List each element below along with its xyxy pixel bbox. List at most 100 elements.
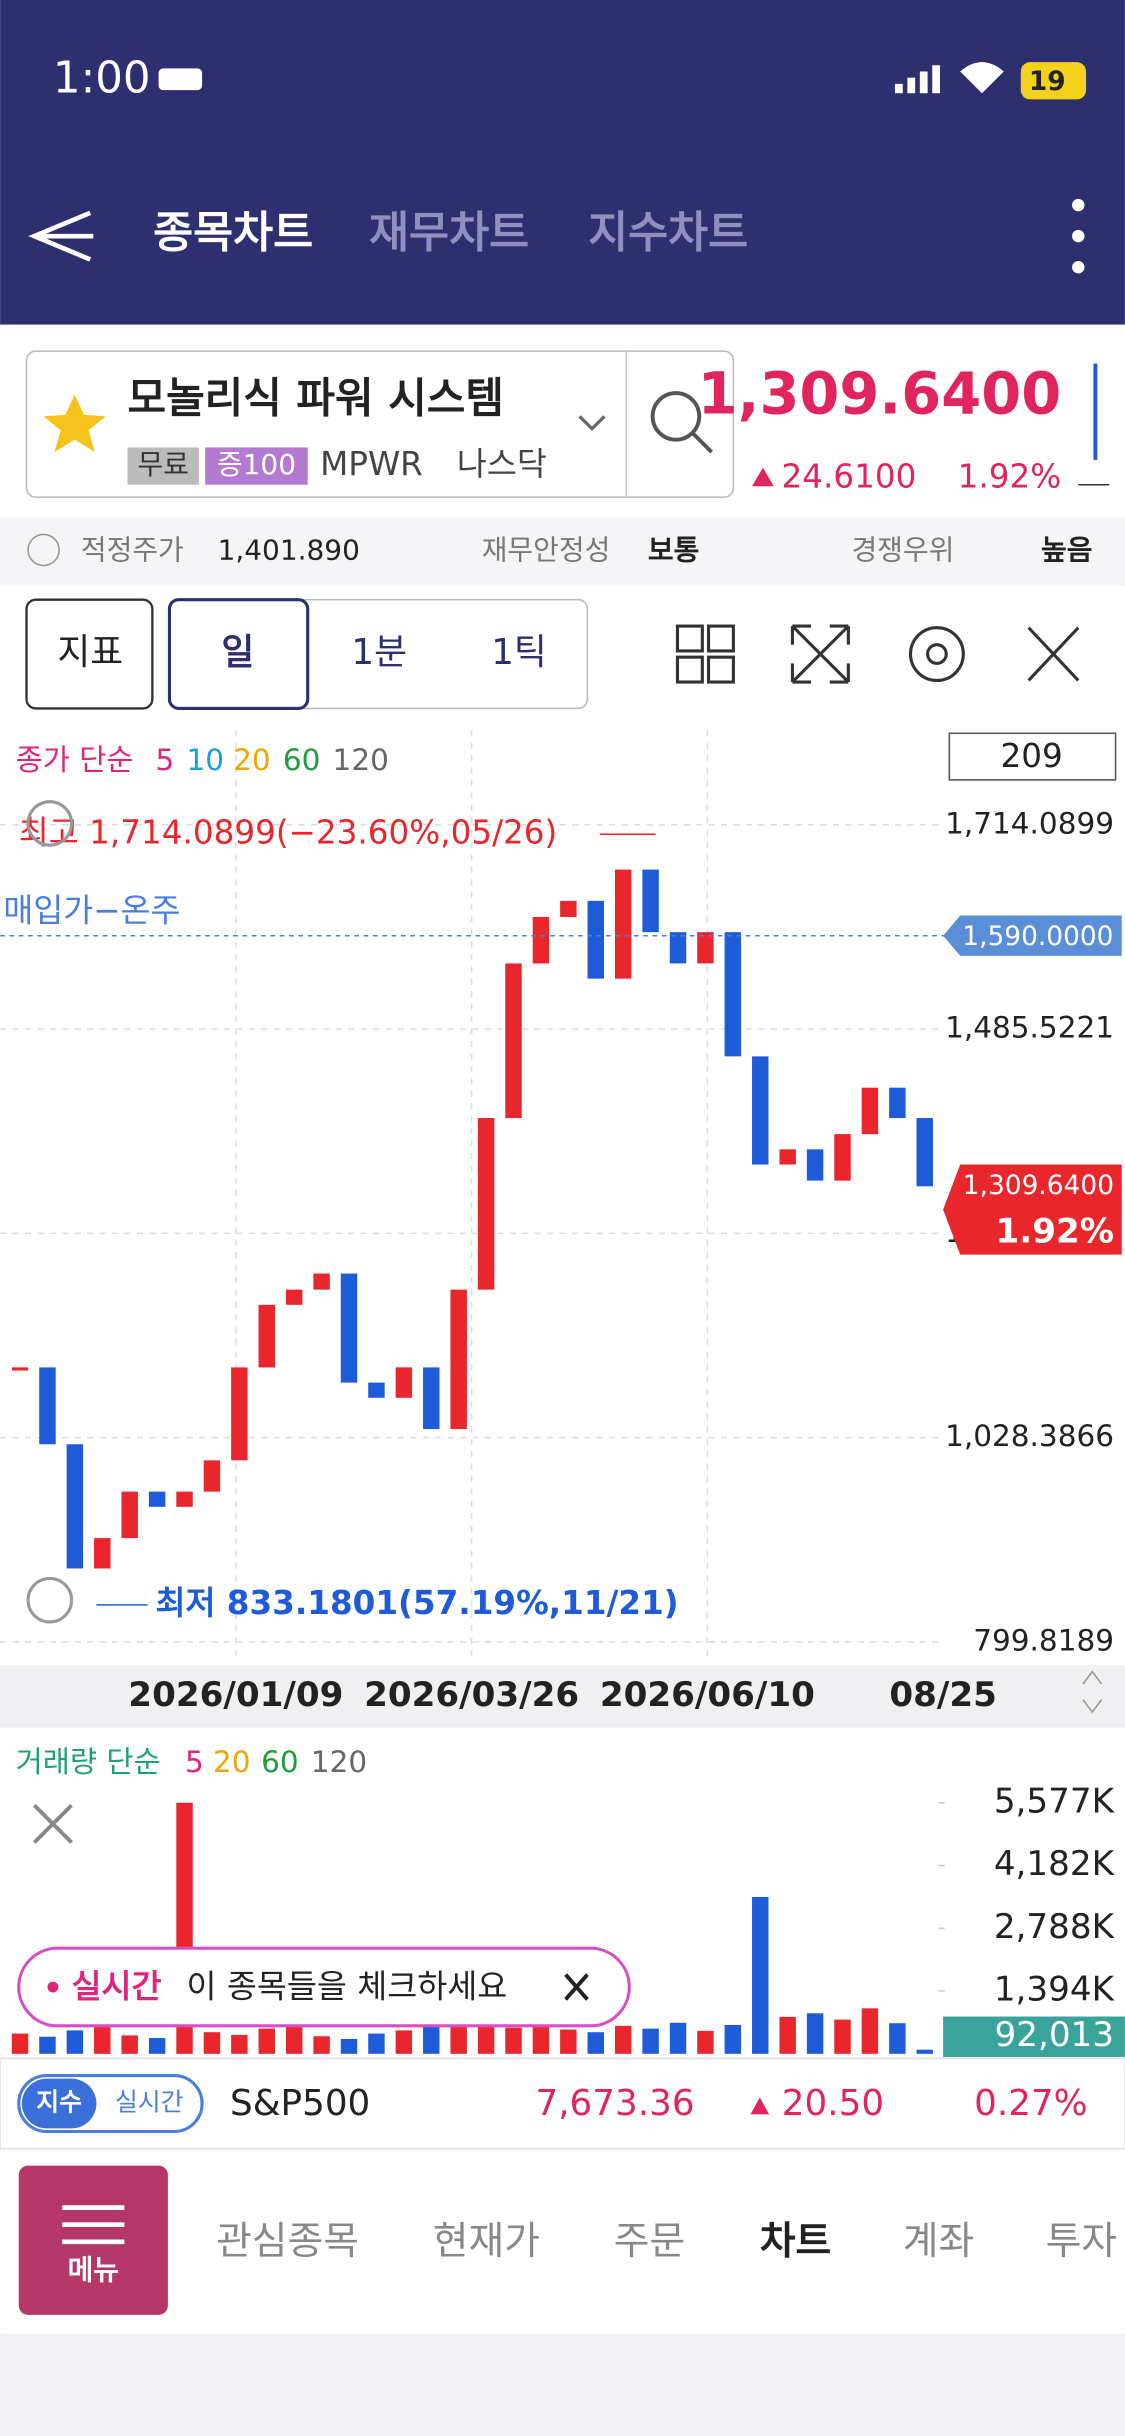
scroll-icon[interactable] — [1082, 1670, 1103, 1714]
volume-bar — [148, 2038, 166, 2054]
price: 1,309.6400 — [698, 360, 1062, 427]
y-tick-label: 1,485.5221 — [945, 1011, 1114, 1045]
current-tag — [943, 1164, 1122, 1255]
volume-bar — [834, 2019, 851, 2054]
stock-box[interactable] — [25, 350, 735, 498]
legend-item: 120 — [333, 743, 389, 777]
candle — [66, 1444, 84, 1569]
candle — [395, 1367, 413, 1398]
market: 나스닥 — [457, 445, 547, 483]
y-tick-label: 1,394K — [994, 1970, 1116, 2010]
purchase-tag — [943, 915, 1122, 956]
candle — [697, 932, 714, 964]
candle — [285, 1289, 303, 1305]
volume-bar — [889, 2023, 906, 2054]
volume-bar — [779, 2016, 796, 2054]
nav-item[interactable]: 현재가 — [433, 2219, 540, 2264]
nav-items: 관심종목 현재가 주문 차트 계좌 투자 — [216, 2219, 1117, 2264]
price-chart: 2026/01/09 2026/03/26 2026/06/10 08/25 1,714… — [0, 730, 1122, 1715]
index-pct: 0.27% — [974, 2083, 1087, 2124]
info-value: 1,401.890 — [218, 534, 360, 567]
button-label: 일 — [221, 632, 254, 673]
volume-bar — [313, 2036, 330, 2054]
nav-item[interactable]: 차트 — [760, 2219, 831, 2264]
tab[interactable]: 종목차트 — [153, 209, 313, 259]
index-mode: 실시간 — [115, 2088, 184, 2117]
x-tick-label: 08/25 — [889, 1675, 997, 1715]
volume-bar — [423, 2022, 440, 2054]
price-chart-bg — [0, 725, 1125, 1666]
stock-name: 모놀리식 파워 시스템 — [128, 373, 504, 422]
tab[interactable]: 지수차트 — [588, 209, 748, 259]
badge-bg — [205, 447, 308, 485]
volume-bar — [532, 2026, 550, 2054]
button[interactable] — [25, 598, 154, 710]
last-volume-bg — [943, 2016, 1125, 2057]
y-tick-label: 2,788K — [994, 1907, 1116, 1947]
candle — [724, 932, 742, 1057]
volume-bar — [669, 2022, 687, 2054]
info-bg — [0, 517, 1125, 586]
nav-item[interactable]: 주문 — [614, 2219, 685, 2264]
nav-item[interactable]: 관심종목 — [216, 2219, 359, 2264]
x-tick-label: 2026/03/26 — [364, 1675, 579, 1715]
favorite-star[interactable] — [43, 394, 106, 453]
candle — [313, 1273, 330, 1290]
volume-bar — [614, 2025, 632, 2054]
button-label[interactable]: 1분 — [351, 632, 407, 673]
purchase-price: 1,590.0000 — [962, 921, 1113, 952]
header-bg — [0, 0, 1125, 325]
button-label[interactable]: 1틱 — [491, 632, 547, 673]
volume-bar — [203, 2032, 221, 2054]
legend-title: 거래량 단순 — [16, 1745, 161, 1779]
menu-label: 메뉴 — [68, 2253, 119, 2286]
info-label: 경쟁우위 — [851, 534, 954, 567]
volume-bar — [642, 2028, 659, 2054]
bed-icon — [158, 68, 203, 91]
tab[interactable]: 재무차트 — [369, 209, 529, 259]
price-change: 24.6100 — [782, 458, 917, 496]
badge: 증100 — [217, 448, 296, 481]
dropdown-icon[interactable] — [578, 415, 606, 431]
legend-item: 20 — [213, 1745, 251, 1779]
volume-bar — [94, 2026, 111, 2054]
back-button[interactable] — [28, 210, 94, 262]
last-volume: 92,013 — [995, 2015, 1115, 2055]
help-icon[interactable] — [27, 533, 60, 567]
battery-level: 19 — [1029, 66, 1066, 97]
candle — [505, 963, 522, 1119]
close-volume[interactable] — [32, 1803, 73, 1844]
nav-item[interactable]: 투자 — [1046, 2219, 1117, 2264]
candle — [806, 1149, 824, 1181]
badge-bg — [127, 447, 199, 485]
legend-item: 10 — [187, 743, 225, 777]
candle — [148, 1491, 166, 1507]
volume-bar — [285, 2026, 303, 2054]
y-tick-label: 1,714.0899 — [945, 806, 1114, 840]
y-tick-label: 5,577K — [994, 1781, 1116, 1821]
index-badge: 지수 — [36, 2088, 82, 2117]
volume-bar — [11, 2033, 29, 2054]
toast-close[interactable] — [564, 1973, 589, 2001]
high-annotation: 최고 1,714.0899(−23.60%,05/26) — [19, 813, 558, 851]
status-time: 1:00 — [53, 53, 151, 103]
more-button[interactable] — [1072, 198, 1085, 274]
toast[interactable] — [17, 1946, 631, 2028]
candle — [669, 932, 687, 964]
x-tick-label: 2026/01/09 — [128, 1675, 343, 1715]
legend-item: 5 — [155, 743, 174, 777]
toolbar-icons[interactable] — [675, 624, 1080, 684]
nav-item[interactable]: 계좌 — [903, 2219, 974, 2264]
current-price: 1,309.6400 — [963, 1170, 1114, 1201]
up-icon — [752, 467, 774, 487]
search-icon[interactable] — [650, 391, 702, 442]
candle — [39, 1367, 56, 1445]
volume-bar — [258, 2028, 275, 2054]
x-tick-label: 2026/06/10 — [600, 1675, 815, 1715]
button[interactable] — [167, 598, 310, 710]
candle — [560, 900, 577, 917]
up-icon — [750, 2097, 770, 2115]
count-box — [948, 732, 1117, 781]
index-value: 7,673.36 — [535, 2083, 694, 2124]
